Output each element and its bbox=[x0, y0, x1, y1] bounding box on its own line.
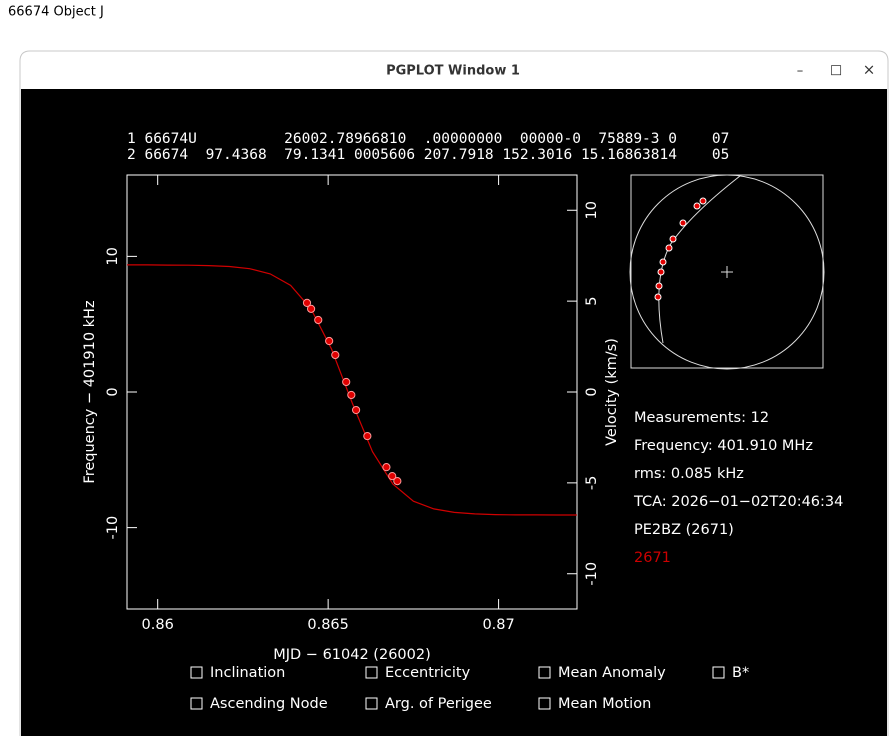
measurement bbox=[363, 431, 372, 441]
station-label: 2671 bbox=[634, 550, 671, 566]
sky-point bbox=[655, 282, 663, 290]
checkbox[interactable] bbox=[538, 697, 551, 710]
measurement bbox=[393, 477, 402, 486]
fit-options: Inclination Eccentricity Mean Anomaly B* Asc… bbox=[190, 665, 749, 712]
sky-point bbox=[693, 202, 701, 210]
sky-point bbox=[665, 244, 673, 252]
measurement bbox=[325, 336, 334, 346]
checkbox-label[interactable]: Mean Motion bbox=[558, 696, 651, 712]
info-line: Frequency: 401.910 MHz bbox=[634, 438, 813, 454]
sky-horizon bbox=[629, 174, 825, 370]
x-tick-label: 0.865 bbox=[307, 617, 349, 633]
window-title: PGPLOT Window 1 bbox=[386, 64, 520, 79]
x-tick-label: 0.87 bbox=[482, 617, 514, 633]
maximize-button[interactable]: □ bbox=[830, 63, 842, 78]
y2-tick-label: 5 bbox=[584, 297, 600, 306]
measurement bbox=[382, 463, 391, 472]
measurement bbox=[351, 405, 361, 415]
x-tick-label: 0.86 bbox=[142, 617, 174, 633]
checkbox-label[interactable]: Arg. of Perigee bbox=[385, 696, 492, 712]
checkbox-label[interactable]: Ascending Node bbox=[210, 696, 328, 712]
info-line: rms: 0.085 kHz bbox=[634, 466, 744, 482]
minimize-button[interactable]: – bbox=[797, 64, 804, 79]
zenith bbox=[721, 266, 733, 278]
measurement bbox=[306, 304, 316, 313]
y-tick-label: -10 bbox=[105, 516, 121, 540]
y2-axis-label: Velocity (km/s) bbox=[604, 338, 620, 446]
checkbox[interactable] bbox=[712, 666, 725, 679]
measurement bbox=[342, 377, 351, 387]
y-tick-label: 0 bbox=[105, 387, 121, 396]
checkbox-label[interactable]: Inclination bbox=[210, 665, 285, 681]
sky-point bbox=[679, 219, 687, 227]
caption: 66674 Object J bbox=[8, 5, 104, 20]
plot-canvas bbox=[21, 89, 887, 736]
close-button[interactable]: × bbox=[863, 61, 876, 79]
measurement bbox=[314, 315, 323, 325]
sky-point bbox=[659, 258, 667, 266]
sky-point bbox=[657, 268, 665, 276]
info-line: PE2BZ (2671) bbox=[634, 522, 734, 538]
measurement bbox=[347, 390, 356, 400]
info-line: TCA: 2026−01−02T20:46:34 bbox=[633, 494, 843, 510]
checkbox-label[interactable]: Eccentricity bbox=[385, 665, 471, 681]
measurement bbox=[331, 350, 340, 360]
y2-tick-label: 10 bbox=[584, 201, 600, 219]
fit-curve bbox=[127, 264, 577, 516]
checkbox[interactable] bbox=[538, 666, 551, 679]
info-panel: Measurements: 12 Frequency: 401.910 MHz rm… bbox=[633, 410, 843, 566]
sky-point bbox=[654, 293, 662, 301]
sky-point bbox=[699, 197, 707, 205]
checkbox[interactable] bbox=[365, 697, 378, 710]
x-axis-label: MJD − 61042 (26002) bbox=[273, 647, 431, 663]
measurement bbox=[388, 471, 397, 481]
sky-point bbox=[669, 235, 677, 243]
checkbox-label[interactable]: Mean Anomaly bbox=[558, 665, 666, 681]
info-line: Measurements: 12 bbox=[634, 410, 769, 426]
tle-line: 2 66674 97.4368 79.1341 0005606 207.7918… bbox=[127, 147, 729, 163]
y-axis-label: Frequency − 401910 kHz bbox=[82, 300, 98, 483]
checkbox-label[interactable]: B* bbox=[732, 665, 749, 681]
checkbox[interactable] bbox=[190, 697, 203, 710]
tle-line: 1 66674U 26002.78966810 .00000000 00000-… bbox=[127, 131, 729, 147]
y-tick-label: 10 bbox=[105, 247, 121, 265]
measurement bbox=[302, 298, 312, 307]
y2-tick-label: -10 bbox=[584, 562, 600, 586]
sky-plot bbox=[629, 174, 825, 370]
y2-tick-label: -5 bbox=[584, 476, 600, 490]
checkbox[interactable] bbox=[190, 666, 203, 679]
checkbox[interactable] bbox=[365, 666, 378, 679]
y2-tick-label: 0 bbox=[584, 387, 600, 396]
